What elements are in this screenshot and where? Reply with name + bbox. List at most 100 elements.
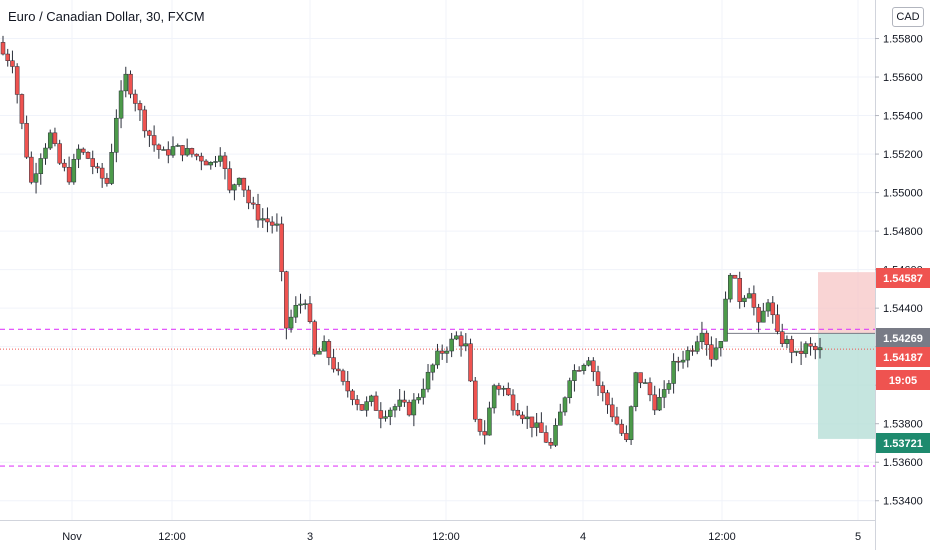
candle-down: [307, 303, 313, 322]
candle-down: [345, 381, 350, 392]
candle-down: [676, 360, 681, 363]
candle-up: [558, 411, 563, 426]
candle-down: [142, 109, 147, 132]
candle-up: [293, 305, 299, 318]
price-tick-label: 1.54800: [883, 226, 923, 238]
candle-down: [468, 343, 473, 382]
price-tick-label: 1.55000: [883, 188, 923, 200]
candle-down: [751, 293, 757, 308]
candle-up: [109, 152, 114, 184]
candle-up: [803, 343, 809, 354]
candle-down: [241, 177, 247, 191]
candle-down: [779, 331, 785, 344]
candle-up: [397, 399, 402, 407]
candle-down: [312, 321, 317, 355]
candle-up: [487, 407, 492, 436]
candle-up: [661, 389, 667, 398]
price-tick-label: 1.55800: [883, 34, 923, 46]
candle-up: [562, 397, 568, 413]
candle-down: [19, 94, 25, 124]
candle-up: [491, 385, 497, 409]
candle-down: [132, 93, 138, 104]
time-tick-label: 12:00: [708, 531, 736, 543]
candle-down: [529, 416, 535, 428]
price-tag-label: 19:05: [889, 375, 917, 387]
time-tick-label: 12:00: [158, 531, 186, 543]
candle-down: [506, 387, 511, 396]
candle-down: [638, 372, 643, 384]
candle-down: [548, 442, 554, 446]
price-tick-label: 1.53800: [883, 419, 923, 431]
candle-up: [553, 425, 558, 446]
candlesticks: [0, 35, 823, 449]
candle-up: [213, 161, 218, 163]
candle-up: [742, 297, 747, 302]
candle-down: [95, 166, 100, 169]
candle-up: [421, 388, 426, 398]
horizontal-levels: [0, 328, 875, 467]
candle-down: [515, 409, 521, 416]
candle-down: [90, 158, 95, 167]
candle-down: [265, 218, 270, 223]
candle-up: [765, 302, 771, 312]
candle-up: [713, 347, 719, 360]
candle-down: [331, 357, 336, 370]
candle-down: [600, 385, 606, 394]
candle-up: [43, 147, 48, 159]
candle-down: [576, 370, 582, 372]
candle-down: [770, 302, 776, 316]
candle-up: [302, 303, 308, 305]
candle-up: [232, 184, 237, 191]
candle-up: [38, 158, 44, 174]
candle-down: [29, 156, 34, 183]
candle-down: [66, 167, 72, 183]
candle-down: [203, 160, 209, 166]
candle-up: [723, 298, 728, 342]
time-tick-label: 4: [580, 531, 586, 543]
candle-up: [364, 401, 369, 411]
candle-down: [99, 167, 105, 179]
candle-up: [208, 162, 214, 166]
candle-down: [709, 344, 714, 360]
candle-down: [194, 153, 199, 157]
candle-down: [180, 145, 185, 156]
candle-down: [10, 60, 15, 67]
candle-down: [336, 368, 341, 372]
price-tick-label: 1.55600: [883, 72, 923, 84]
candle-down: [609, 404, 615, 418]
candle-down: [24, 123, 29, 158]
candle-down: [14, 66, 20, 95]
candle-down: [520, 414, 525, 420]
candle-down: [147, 130, 152, 136]
candle-down: [57, 143, 62, 164]
candle-down: [251, 202, 256, 205]
currency-badge[interactable]: CAD: [892, 7, 924, 27]
candle-up: [71, 159, 77, 183]
candle-down: [373, 395, 379, 411]
candle-up: [761, 310, 766, 323]
time-axis[interactable]: Nov 12:00 3 12:00 4 12:00 5: [0, 520, 875, 544]
candle-down: [0, 42, 6, 55]
candle-up: [680, 359, 686, 363]
candle-down: [737, 278, 742, 302]
price-tag-label: 1.54587: [883, 273, 923, 285]
candle-down: [624, 433, 629, 440]
candle-down: [482, 431, 487, 436]
candle-down: [704, 332, 709, 346]
candle-up: [430, 364, 436, 373]
candle-up: [671, 360, 676, 384]
candle-up: [411, 399, 417, 416]
candle-down: [62, 162, 67, 168]
candle-up: [581, 364, 587, 371]
candle-down: [5, 53, 10, 61]
candle-down: [189, 148, 195, 155]
candle-down: [510, 394, 516, 411]
time-tick-label: 3: [307, 531, 313, 543]
candle-down: [402, 399, 407, 403]
candle-up: [628, 406, 634, 440]
candle-down: [284, 271, 289, 329]
time-tick-label: 12:00: [432, 531, 460, 543]
candle-down: [652, 394, 657, 411]
candle-up: [435, 350, 440, 366]
